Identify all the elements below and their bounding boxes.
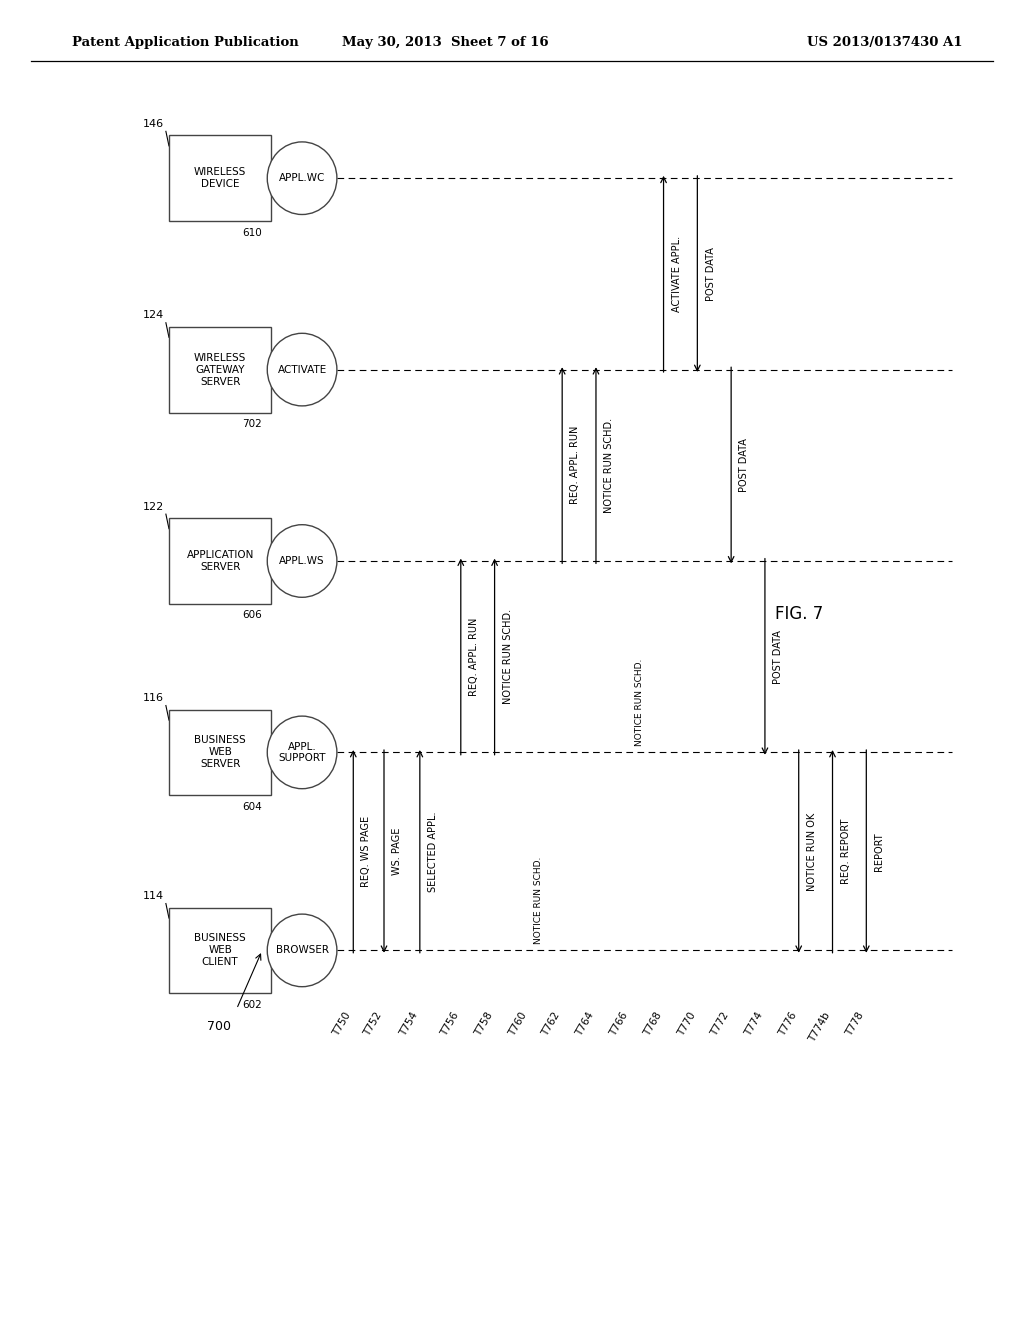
Text: APPL.
SUPPORT: APPL. SUPPORT (279, 742, 326, 763)
Text: ACTIVATE: ACTIVATE (278, 364, 327, 375)
Text: T776: T776 (777, 1011, 799, 1038)
Text: T752: T752 (362, 1011, 384, 1038)
Bar (169, 135, 271, 220)
Text: WIRELESS
DEVICE: WIRELESS DEVICE (194, 168, 247, 189)
Text: 610: 610 (243, 227, 262, 238)
Ellipse shape (267, 715, 337, 788)
Text: POST DATA: POST DATA (739, 438, 750, 492)
Text: 122: 122 (142, 502, 164, 512)
Text: NOTICE RUN SCHD.: NOTICE RUN SCHD. (635, 659, 644, 746)
Text: BUSINESS
WEB
CLIENT: BUSINESS WEB CLIENT (195, 933, 246, 968)
Text: 114: 114 (142, 891, 164, 900)
Ellipse shape (267, 143, 337, 214)
Text: APPL.WC: APPL.WC (279, 173, 326, 183)
Text: T750: T750 (332, 1011, 353, 1038)
Text: T756: T756 (439, 1011, 461, 1038)
Text: REPORT: REPORT (874, 832, 885, 871)
Text: NOTICE RUN SCHD.: NOTICE RUN SCHD. (503, 609, 513, 705)
Ellipse shape (267, 913, 337, 987)
Bar (169, 519, 271, 605)
Ellipse shape (267, 334, 337, 407)
Text: POST DATA: POST DATA (773, 630, 783, 684)
Text: ACTIVATE APPL.: ACTIVATE APPL. (672, 236, 682, 312)
Text: T770: T770 (676, 1011, 697, 1038)
Text: T772: T772 (710, 1011, 731, 1038)
Text: T766: T766 (608, 1011, 630, 1038)
Text: T760: T760 (507, 1011, 528, 1038)
Text: FIG. 7: FIG. 7 (774, 605, 823, 623)
Text: REQ. APPL. RUN: REQ. APPL. RUN (570, 426, 581, 504)
Text: Patent Application Publication: Patent Application Publication (72, 36, 298, 49)
Bar (169, 710, 271, 795)
Text: POST DATA: POST DATA (706, 247, 716, 301)
Bar (169, 327, 271, 412)
Text: 604: 604 (243, 803, 262, 812)
Text: T762: T762 (541, 1011, 562, 1038)
Text: US 2013/0137430 A1: US 2013/0137430 A1 (807, 36, 963, 49)
Text: T768: T768 (642, 1011, 664, 1038)
Text: BROWSER: BROWSER (275, 945, 329, 956)
Text: May 30, 2013  Sheet 7 of 16: May 30, 2013 Sheet 7 of 16 (342, 36, 549, 49)
Bar (169, 908, 271, 993)
Text: SELECTED APPL.: SELECTED APPL. (428, 812, 438, 891)
Text: REQ. WS PAGE: REQ. WS PAGE (361, 816, 372, 887)
Text: WIRELESS
GATEWAY
SERVER: WIRELESS GATEWAY SERVER (194, 352, 247, 387)
Text: T758: T758 (473, 1011, 495, 1038)
Text: T774: T774 (743, 1011, 765, 1038)
Text: NOTICE RUN OK: NOTICE RUN OK (807, 812, 817, 891)
Text: T764: T764 (574, 1011, 596, 1038)
Text: REQ. APPL. RUN: REQ. APPL. RUN (469, 618, 479, 696)
Text: 124: 124 (142, 310, 164, 321)
Text: WS. PAGE: WS. PAGE (392, 828, 402, 875)
Text: 702: 702 (243, 420, 262, 429)
Ellipse shape (267, 525, 337, 598)
Text: 700: 700 (208, 1019, 231, 1032)
Text: T754: T754 (398, 1011, 420, 1038)
Text: REQ. REPORT: REQ. REPORT (841, 818, 851, 884)
Text: BUSINESS
WEB
SERVER: BUSINESS WEB SERVER (195, 735, 246, 770)
Text: T774b: T774b (808, 1011, 833, 1044)
Text: T778: T778 (845, 1011, 866, 1038)
Text: NOTICE RUN SCHD.: NOTICE RUN SCHD. (534, 857, 543, 944)
Text: NOTICE RUN SCHD.: NOTICE RUN SCHD. (604, 417, 614, 513)
Text: APPLICATION
SERVER: APPLICATION SERVER (186, 550, 254, 572)
Text: 602: 602 (243, 1001, 262, 1010)
Text: APPL.WS: APPL.WS (280, 556, 325, 566)
Text: 146: 146 (142, 119, 164, 129)
Text: 606: 606 (243, 610, 262, 620)
Text: 116: 116 (142, 693, 164, 702)
